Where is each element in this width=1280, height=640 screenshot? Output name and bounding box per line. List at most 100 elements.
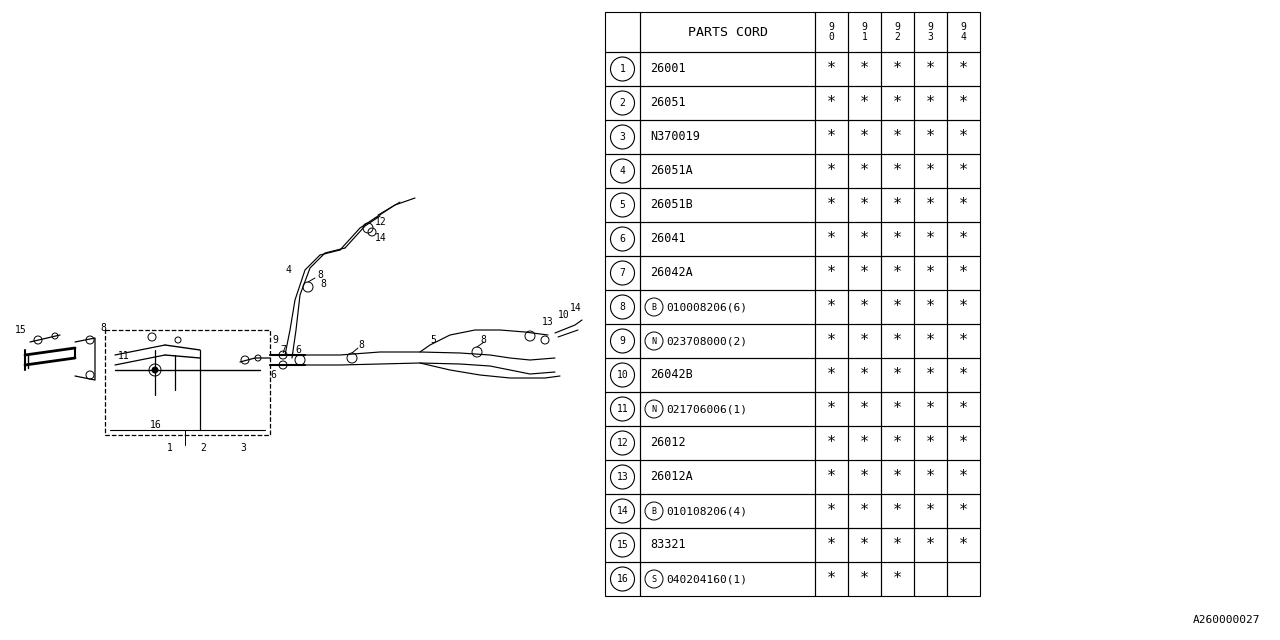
Text: *: *: [925, 61, 936, 77]
Text: *: *: [925, 163, 936, 179]
Bar: [947, 290, 980, 324]
Bar: [947, 188, 980, 222]
Bar: [914, 494, 947, 528]
Text: 14: 14: [375, 233, 387, 243]
Bar: [605, 324, 640, 358]
Bar: [849, 324, 881, 358]
Text: 8: 8: [317, 270, 323, 280]
Bar: [605, 12, 640, 52]
Text: *: *: [959, 470, 968, 484]
Text: 4: 4: [285, 265, 291, 275]
Text: *: *: [827, 266, 836, 280]
Bar: [640, 494, 815, 528]
Text: 11: 11: [118, 351, 129, 361]
Text: 8: 8: [480, 335, 486, 345]
Text: *: *: [893, 401, 902, 417]
Text: *: *: [959, 401, 968, 417]
Text: *: *: [827, 61, 836, 77]
Circle shape: [152, 367, 157, 373]
Text: *: *: [925, 232, 936, 246]
Text: 9
1: 9 1: [861, 22, 868, 42]
Text: N370019: N370019: [650, 131, 700, 143]
Text: *: *: [860, 435, 869, 451]
Text: *: *: [925, 300, 936, 314]
Text: *: *: [860, 572, 869, 586]
Bar: [849, 528, 881, 562]
Bar: [605, 222, 640, 256]
Bar: [881, 154, 914, 188]
Text: *: *: [959, 504, 968, 518]
Text: 26041: 26041: [650, 232, 686, 246]
Text: 010008206(6): 010008206(6): [666, 302, 748, 312]
Text: *: *: [860, 61, 869, 77]
Bar: [849, 86, 881, 120]
Bar: [849, 120, 881, 154]
Bar: [815, 222, 849, 256]
Text: N: N: [652, 337, 657, 346]
Text: 26012: 26012: [650, 436, 686, 449]
Bar: [640, 324, 815, 358]
Bar: [815, 494, 849, 528]
Bar: [815, 426, 849, 460]
Text: 26051: 26051: [650, 97, 686, 109]
Bar: [815, 562, 849, 596]
Bar: [605, 86, 640, 120]
Text: *: *: [827, 572, 836, 586]
Text: 4: 4: [620, 166, 626, 176]
Text: 1: 1: [620, 64, 626, 74]
Text: *: *: [925, 538, 936, 552]
Text: *: *: [893, 367, 902, 383]
Bar: [605, 460, 640, 494]
Bar: [881, 188, 914, 222]
Text: *: *: [827, 300, 836, 314]
Bar: [849, 358, 881, 392]
Bar: [914, 188, 947, 222]
Bar: [947, 256, 980, 290]
Text: *: *: [860, 504, 869, 518]
Text: *: *: [827, 95, 836, 111]
Bar: [947, 460, 980, 494]
Text: 7: 7: [280, 345, 285, 355]
Text: *: *: [893, 504, 902, 518]
Bar: [815, 86, 849, 120]
Text: N: N: [652, 404, 657, 413]
Text: 14: 14: [570, 303, 581, 313]
Bar: [640, 12, 815, 52]
Text: *: *: [893, 198, 902, 212]
Text: *: *: [893, 435, 902, 451]
Bar: [849, 426, 881, 460]
Text: 6: 6: [270, 370, 276, 380]
Bar: [881, 256, 914, 290]
Bar: [881, 494, 914, 528]
Text: 83321: 83321: [650, 538, 686, 552]
Text: *: *: [893, 300, 902, 314]
Text: *: *: [893, 333, 902, 349]
Text: 023708000(2): 023708000(2): [666, 336, 748, 346]
Text: *: *: [827, 538, 836, 552]
Bar: [947, 358, 980, 392]
Bar: [605, 494, 640, 528]
Bar: [605, 120, 640, 154]
Text: 16: 16: [150, 420, 161, 430]
Text: *: *: [827, 470, 836, 484]
Bar: [640, 222, 815, 256]
Bar: [605, 154, 640, 188]
Text: 6: 6: [294, 345, 301, 355]
Bar: [815, 12, 849, 52]
Bar: [605, 290, 640, 324]
Bar: [881, 12, 914, 52]
Bar: [881, 426, 914, 460]
Text: 13: 13: [617, 472, 628, 482]
Text: *: *: [860, 163, 869, 179]
Text: *: *: [827, 333, 836, 349]
Bar: [881, 324, 914, 358]
Text: *: *: [893, 470, 902, 484]
Text: 26051A: 26051A: [650, 164, 692, 177]
Text: *: *: [959, 435, 968, 451]
Bar: [815, 392, 849, 426]
Text: 5: 5: [620, 200, 626, 210]
Bar: [815, 154, 849, 188]
Text: A260000027: A260000027: [1193, 615, 1260, 625]
Text: 9
0: 9 0: [828, 22, 835, 42]
Bar: [914, 120, 947, 154]
